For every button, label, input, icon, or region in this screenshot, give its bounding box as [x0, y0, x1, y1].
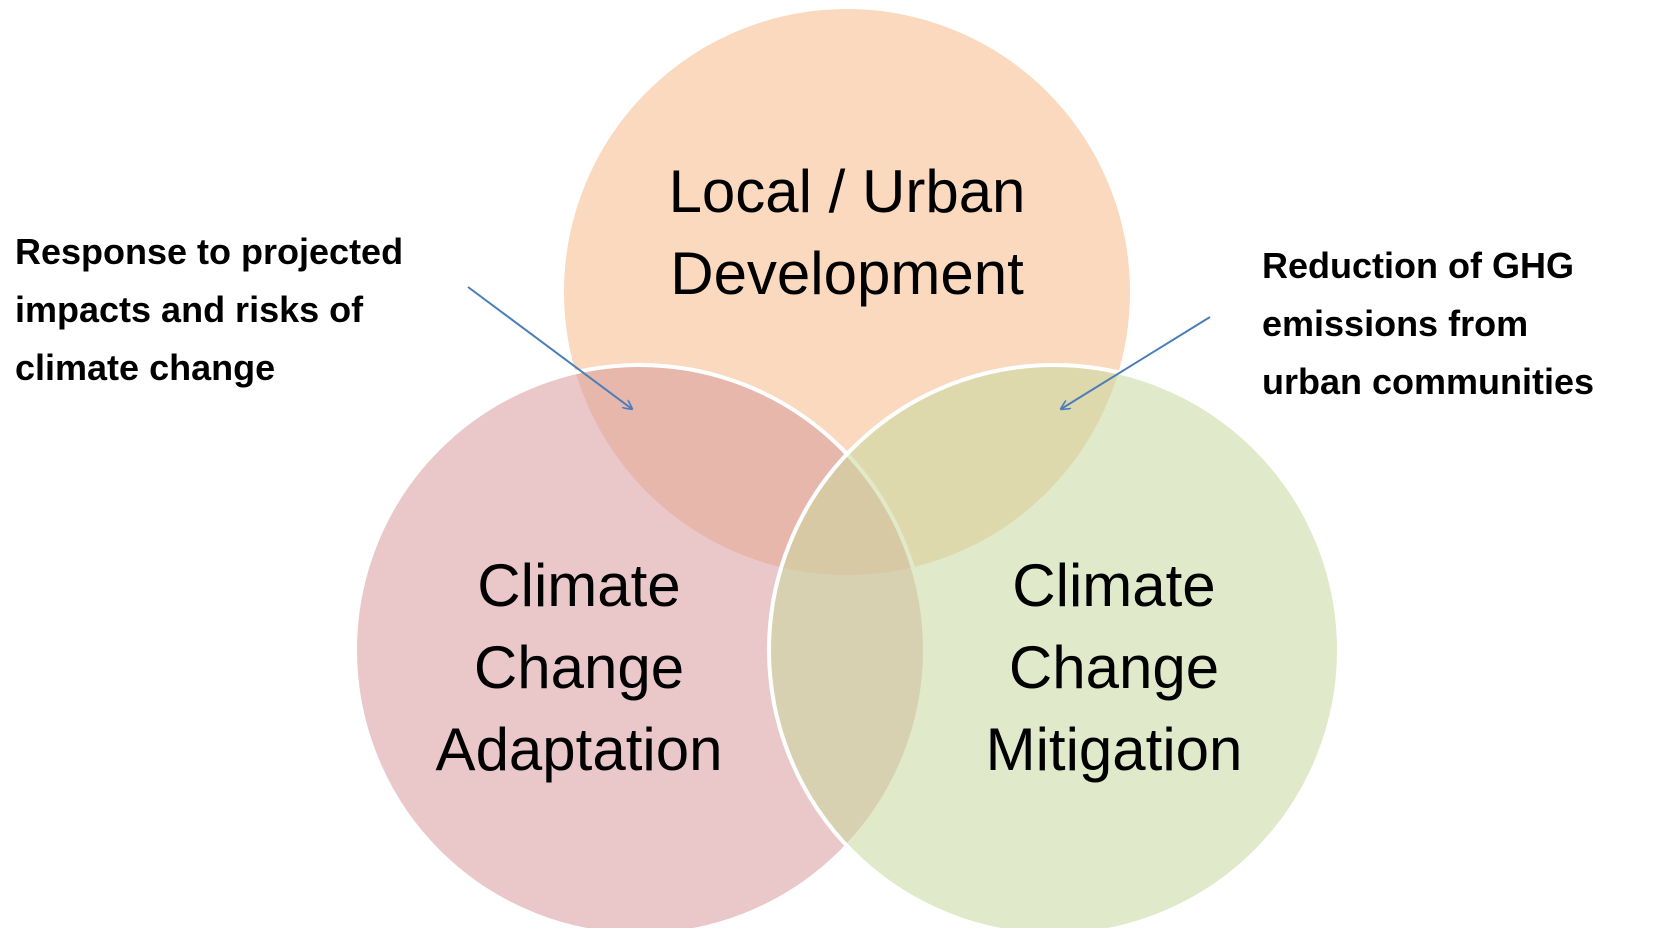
circle-label: Change — [1009, 634, 1219, 701]
circle-label: Local / Urban — [669, 158, 1026, 225]
annotation: Reduction of GHG — [1262, 245, 1574, 286]
circle-label: Adaptation — [436, 716, 723, 783]
annotation: Response to projected — [15, 231, 403, 272]
circle-label: Change — [474, 634, 684, 701]
annotation: impacts and risks of — [15, 289, 364, 330]
arrow-right — [1061, 316, 1211, 409]
annotation: emissions from — [1262, 303, 1528, 344]
arrow-left — [467, 286, 632, 409]
circle-label: Climate — [1012, 552, 1215, 619]
annotation: urban communities — [1262, 361, 1594, 402]
annotation: climate change — [15, 347, 275, 388]
circle-right — [767, 363, 1341, 928]
circle-label: Mitigation — [986, 716, 1243, 783]
circle-label: Development — [670, 240, 1024, 307]
circle-label: Climate — [477, 552, 680, 619]
